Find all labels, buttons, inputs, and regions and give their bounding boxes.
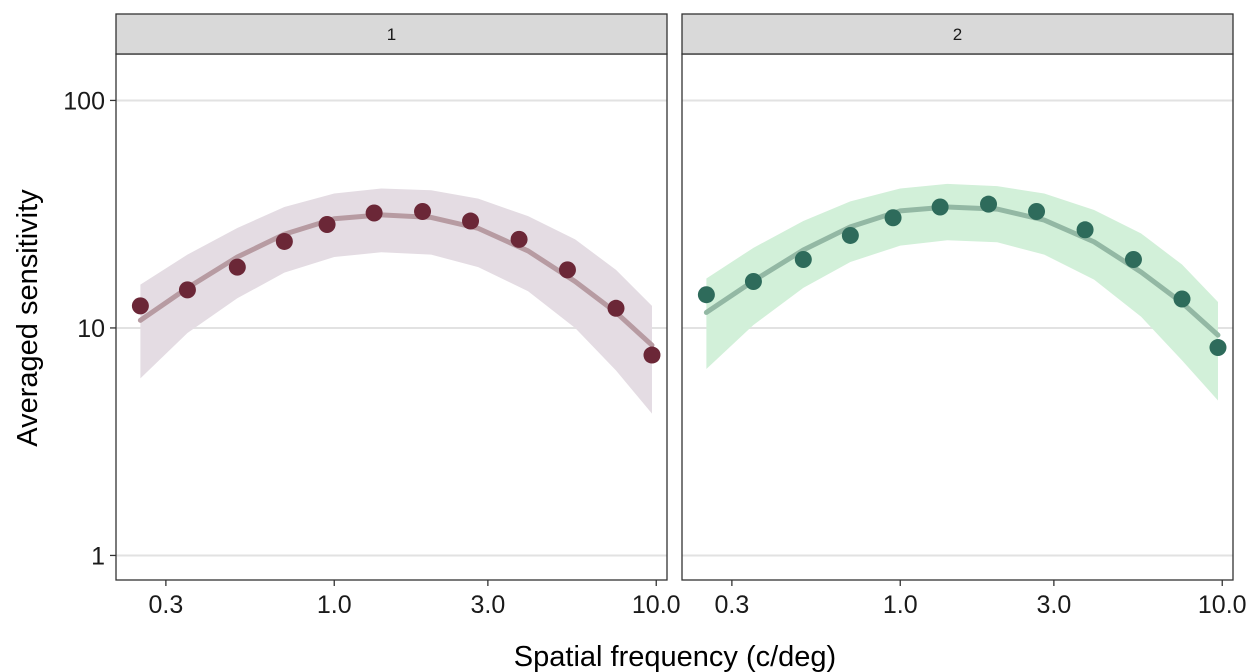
- chart-panels: 1 0.3 1.0 3.0 10.0 1 10 100 2 0.3 1.0 3.0 10.0: [63, 13, 1247, 619]
- facet-strip-label: 1: [387, 25, 396, 44]
- data-point: [643, 346, 661, 364]
- data-point: [1173, 290, 1191, 308]
- x-axis-title: Spatial frequency (c/deg): [514, 641, 836, 672]
- data-point: [1076, 221, 1094, 239]
- x-tick-label: 1.0: [883, 591, 918, 619]
- x-tick-label: 3.0: [1036, 591, 1071, 619]
- data-point: [1124, 250, 1142, 268]
- x-tick-label: 0.3: [714, 591, 749, 619]
- panel-2: 2 0.3 1.0 3.0 10.0: [681, 13, 1247, 619]
- facet-strip: [115, 13, 668, 55]
- data-point: [697, 286, 715, 304]
- data-point: [841, 226, 859, 244]
- data-point: [931, 198, 949, 216]
- facet-strip-label: 2: [953, 25, 962, 44]
- fit-line: [703, 204, 1221, 338]
- fit-line: [137, 212, 655, 348]
- y-tick-label: 1: [91, 542, 105, 570]
- facet-strip: [681, 13, 1234, 55]
- x-tick-label: 0.3: [148, 591, 183, 619]
- y-tick-label: 10: [77, 315, 105, 343]
- data-point: [318, 215, 336, 233]
- data-point: [365, 204, 383, 222]
- y-tick-label: 100: [63, 87, 105, 115]
- x-tick-label: 10.0: [1198, 591, 1247, 619]
- data-point: [178, 281, 196, 299]
- data-point: [462, 212, 480, 230]
- data-point: [131, 297, 149, 315]
- y-axis-title: Averaged sensitivity: [12, 189, 44, 447]
- data-point: [558, 261, 576, 279]
- data-point: [510, 230, 528, 248]
- data-point: [884, 209, 902, 227]
- data-point: [1028, 202, 1046, 220]
- x-tick-label: 10.0: [632, 591, 681, 619]
- data-point: [228, 258, 246, 276]
- data-point: [275, 232, 293, 250]
- panel-1: 1 0.3 1.0 3.0 10.0 1 10 100: [63, 13, 681, 619]
- data-point: [744, 273, 762, 291]
- data-point: [980, 195, 998, 213]
- data-point: [794, 250, 812, 268]
- panel-background: [682, 54, 1233, 580]
- x-tick-label: 1.0: [317, 591, 352, 619]
- data-point: [1209, 339, 1227, 357]
- data-point: [414, 202, 432, 220]
- data-point: [607, 299, 625, 317]
- x-tick-label: 3.0: [470, 591, 505, 619]
